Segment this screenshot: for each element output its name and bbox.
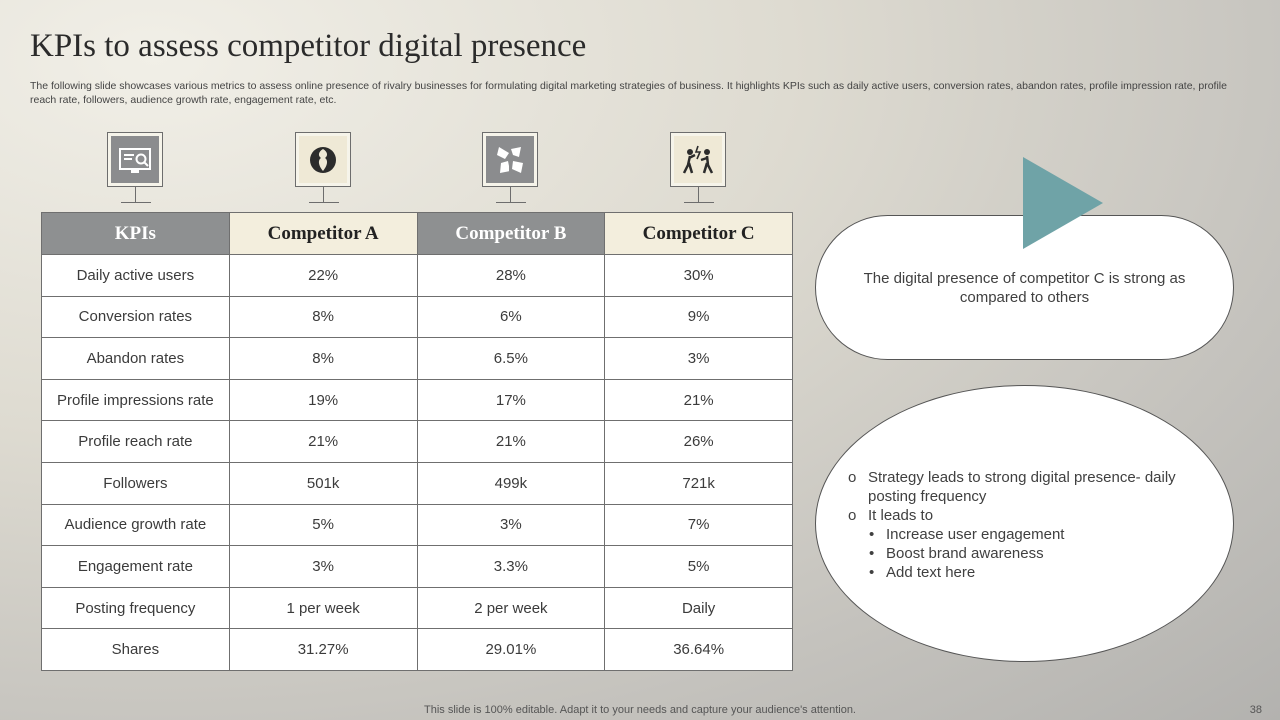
dot-bullet-icon: • [869,545,875,562]
competitor-a-cell: 19% [228,378,418,422]
competitor-b-cell: 29.01% [416,628,606,671]
dot-bullet-icon: • [869,526,875,543]
competitor-b-cell: 3.3% [416,545,606,588]
kpi-name-cell: Engagement rate [41,545,230,588]
column-header-competitor-c: Competitor C [604,212,793,255]
competitor-b-cell: 6.5% [416,337,606,380]
kpi-name-cell: Posting frequency [41,586,230,630]
people-conflict-icon [682,145,714,174]
competitor-b-cell: 17% [416,378,606,422]
monitor-search-icon [119,147,151,173]
slide-subtitle: The following slide showcases various me… [30,80,1227,106]
table-row: Posting frequency 1 per week 2 per week … [41,586,793,630]
competitor-a-cell: 8% [228,337,418,380]
kpi-name-cell: Profile impressions rate [41,378,230,422]
column-header-competitor-a: Competitor A [228,212,418,255]
head-profiles-icon [310,146,336,173]
kpi-name-cell: Shares [41,628,230,671]
list-item: o Strategy leads to strong digital prese… [848,468,1218,506]
competitor-b-cell: 21% [416,420,606,463]
competitor-a-cell: 31.27% [228,628,418,671]
note-subpoint-text: Add text here [886,564,976,581]
circle-bullet-icon: o [848,507,857,524]
competitor-c-cell: 9% [604,295,793,339]
play-triangle-icon [1023,157,1103,249]
list-item: • Increase user engagement [848,525,1218,544]
competitor-c-cell: 721k [604,461,793,505]
competitor-a-cell: 8% [228,295,418,339]
column-header-kpis: KPIs [41,212,230,255]
competitor-a-cell: 1 per week [228,586,418,630]
head-profiles-icon-box [295,132,351,187]
kpi-name-cell: Conversion rates [41,295,230,339]
circle-bullet-icon: o [848,469,857,486]
slide-footer: This slide is 100% editable. Adapt it to… [424,704,856,716]
kpi-name-cell: Daily active users [41,254,230,297]
competitor-a-cell: 3% [228,545,418,588]
competitor-c-cell: 30% [604,254,793,297]
competitor-c-cell: 36.64% [604,628,793,671]
kpi-name-cell: Abandon rates [41,337,230,380]
shattered-glass-icon [497,144,523,175]
competitor-b-cell: 3% [416,503,606,547]
competitor-b-cell: 499k [416,461,606,505]
kpi-name-cell: Profile reach rate [41,420,230,463]
note-subpoint-text: Increase user engagement [886,526,1065,543]
competitor-b-cell: 28% [416,254,606,297]
table-row: Daily active users 22% 28% 30% [41,254,793,297]
table-row: Audience growth rate 5% 3% 7% [41,503,793,547]
competitor-a-cell: 501k [228,461,418,505]
competitor-b-cell: 2 per week [416,586,606,630]
table-row: Shares 31.27% 29.01% 36.64% [41,628,793,671]
table-row: Followers 501k 499k 721k [41,461,793,505]
table-row: Abandon rates 8% 6.5% 3% [41,337,793,380]
competitor-a-cell: 22% [228,254,418,297]
dot-bullet-icon: • [869,564,875,581]
notes-bubble [815,385,1234,662]
competitor-b-cell: 6% [416,295,606,339]
competitor-c-cell: Daily [604,586,793,630]
competitor-c-cell: 3% [604,337,793,380]
monitor-search-icon-box [107,132,163,187]
competitor-c-cell: 21% [604,378,793,422]
table-row: Engagement rate 3% 3.3% 5% [41,545,793,588]
competitor-c-cell: 5% [604,545,793,588]
conclusion-text: The digital presence of competitor C is … [863,269,1186,306]
slide-title: KPIs to assess competitor digital presen… [30,28,587,64]
column-header-competitor-b: Competitor B [416,212,606,255]
people-conflict-icon-box [670,132,726,187]
note-point-text: It leads to [868,507,934,524]
list-item: • Add text here [848,563,1218,582]
competitor-c-cell: 7% [604,503,793,547]
competitor-a-cell: 21% [228,420,418,463]
table-row: Profile reach rate 21% 21% 26% [41,420,793,463]
table-row: Profile impressions rate 19% 17% 21% [41,378,793,422]
kpi-name-cell: Audience growth rate [41,503,230,547]
list-item: o It leads to [848,506,1218,525]
note-subpoint-text: Boost brand awareness [886,545,1044,562]
page-number: 38 [1249,704,1262,716]
table-row: Conversion rates 8% 6% 9% [41,295,793,339]
table-header-row: KPIs Competitor A Competitor B Competito… [41,212,793,255]
list-item: • Boost brand awareness [848,544,1218,563]
note-point-text: Strategy leads to strong digital presenc… [868,469,1176,505]
competitor-c-cell: 26% [604,420,793,463]
notes-list: o Strategy leads to strong digital prese… [848,468,1218,582]
shattered-glass-icon-box [482,132,538,187]
competitor-a-cell: 5% [228,503,418,547]
kpi-name-cell: Followers [41,461,230,505]
kpi-comparison-table: KPIs Competitor A Competitor B Competito… [41,212,793,671]
